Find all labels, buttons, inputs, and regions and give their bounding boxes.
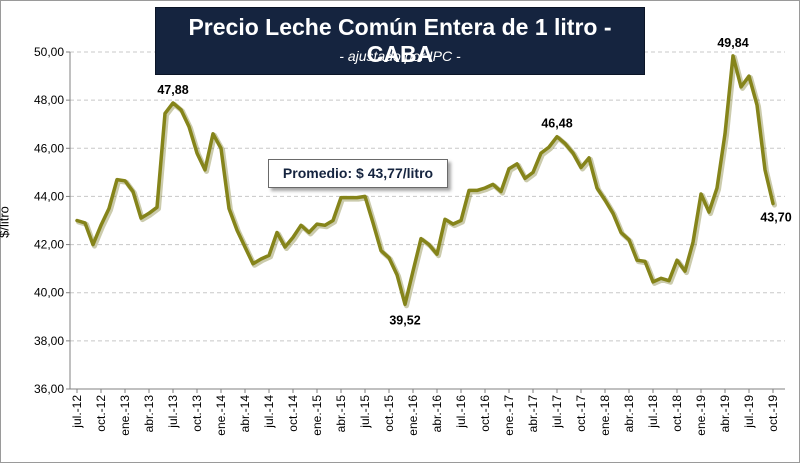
- x-tick-label: abr.-15: [334, 395, 348, 433]
- x-tick-label: ene.-17: [502, 395, 516, 436]
- x-tick-label: oct.-16: [478, 395, 492, 432]
- x-tick-labels: jul.-12 oct.-12 ene.-13 abr.-13 jul.-13 oct.-…: [70, 389, 780, 436]
- data-label: 49,84: [717, 36, 748, 50]
- x-tick-label: jul.-19: [742, 395, 756, 429]
- x-tick-label: ene.-13: [118, 395, 132, 436]
- x-tick-label: oct.-13: [190, 395, 204, 432]
- x-tick-label: ene.-15: [310, 395, 324, 436]
- x-tick-label: oct.-18: [670, 395, 684, 432]
- x-tick-label: jul.-16: [454, 395, 468, 429]
- y-tick-labels: 36,00 38,00 40,00 42,00 44,00 46,00 48,00 50,00: [34, 45, 70, 396]
- x-tick-label: oct.-19: [766, 395, 780, 432]
- x-tick-label: abr.-14: [238, 395, 252, 433]
- x-tick-label: jul.-12: [70, 395, 84, 429]
- data-label: 39,52: [389, 313, 420, 327]
- x-tick-label: oct.-17: [574, 395, 588, 432]
- x-tick-label: abr.-19: [718, 395, 732, 433]
- x-tick-label: jul.-15: [358, 395, 372, 429]
- x-tick-label: abr.-13: [142, 395, 156, 433]
- x-tick-label: ene.-19: [694, 395, 708, 436]
- x-tick-label: abr.-16: [430, 395, 444, 433]
- y-tick-label: 42,00: [34, 238, 64, 252]
- y-tick-label: 50,00: [34, 45, 64, 59]
- title-box: Precio Leche Común Entera de 1 litro - C…: [155, 7, 645, 75]
- x-tick-label: ene.-16: [406, 395, 420, 436]
- x-tick-label: abr.-18: [622, 395, 636, 433]
- y-tick-label: 44,00: [34, 189, 64, 203]
- average-annotation-box: Promedio: $ 43,77/litro: [268, 159, 448, 188]
- data-label: 43,70: [760, 211, 791, 225]
- y-tick-label: 46,00: [34, 141, 64, 155]
- data-label: 47,88: [157, 83, 188, 97]
- x-tick-label: ene.-18: [598, 395, 612, 436]
- x-tick-label: oct.-14: [286, 395, 300, 432]
- y-tick-label: 40,00: [34, 286, 64, 300]
- series-line: [75, 54, 775, 307]
- chart-subtitle: - ajustado por IPC -: [339, 48, 461, 64]
- series-layer: [75, 54, 777, 309]
- data-labels: 47,88 39,52 46,48 49,84 43,70: [157, 36, 791, 327]
- y-tick-label: 38,00: [34, 334, 64, 348]
- x-tick-label: jul.-14: [262, 395, 276, 429]
- x-tick-label: oct.-15: [382, 395, 396, 432]
- x-tick-label: jul.-18: [646, 395, 660, 429]
- x-tick-label: jul.-17: [550, 395, 564, 429]
- data-label: 46,48: [541, 117, 572, 131]
- y-tick-label: 48,00: [34, 93, 64, 107]
- grid-layer: [70, 51, 785, 342]
- y-tick-label: 36,00: [34, 382, 64, 396]
- average-annotation-label: Promedio: $ 43,77/litro: [282, 165, 434, 181]
- y-axis-title: $/litro: [0, 206, 12, 238]
- x-tick-label: jul.-13: [166, 395, 180, 429]
- x-tick-label: oct.-12: [94, 395, 108, 432]
- x-tick-label: ene.-14: [214, 395, 228, 436]
- chart-title: Precio Leche Común Entera de 1 litro - C…: [188, 14, 612, 67]
- x-tick-label: abr.-17: [526, 395, 540, 433]
